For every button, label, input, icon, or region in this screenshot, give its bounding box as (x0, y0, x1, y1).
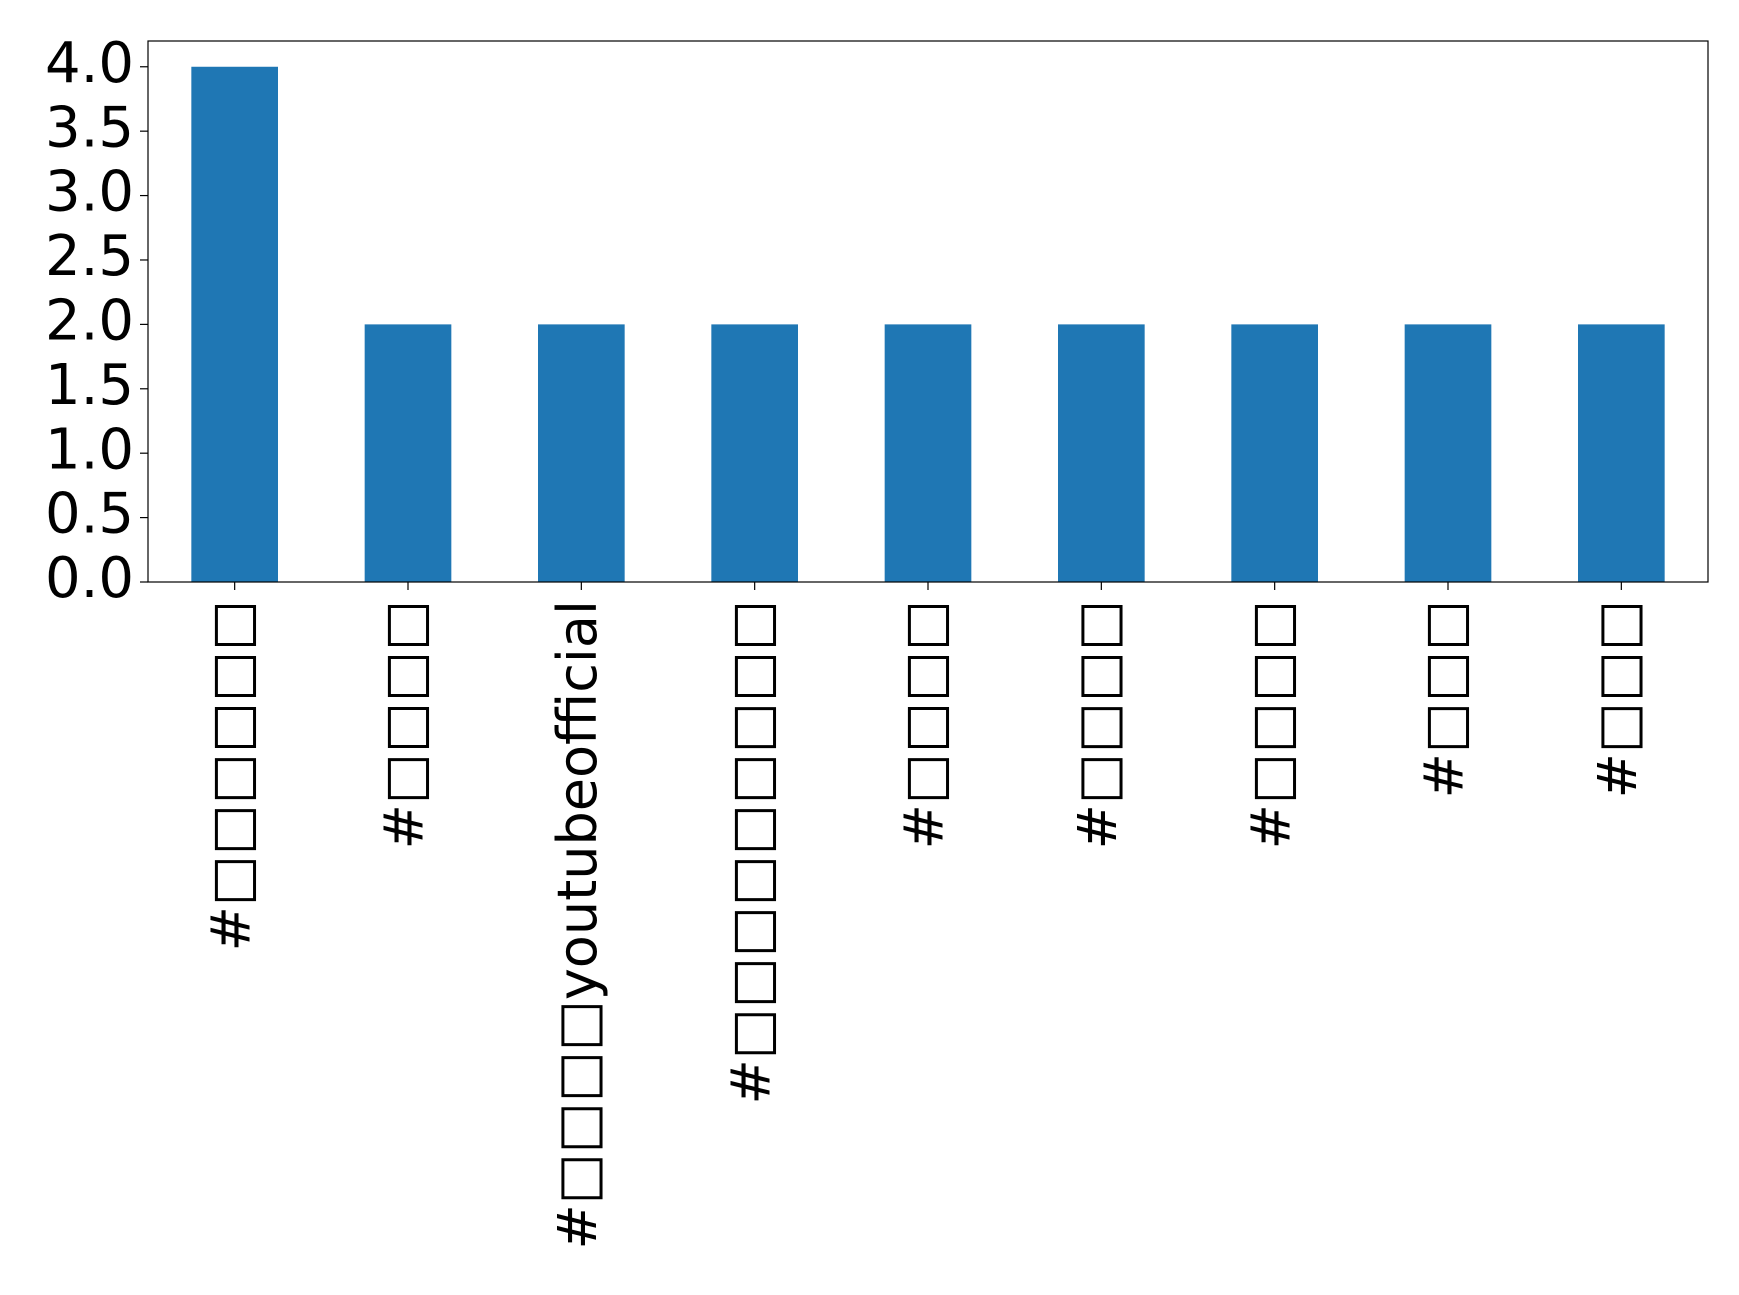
y-tick-label: 3.5 (45, 95, 134, 160)
bar (1231, 324, 1318, 582)
y-tick-label: 4.0 (45, 31, 134, 96)
y-tick-label: 2.5 (45, 224, 134, 289)
x-tick-label: #□□□□ (893, 600, 956, 849)
y-tick-label: 0.0 (45, 546, 134, 611)
y-tick-label: 3.0 (45, 160, 134, 225)
bar (538, 324, 625, 582)
y-tick-label: 2.0 (45, 289, 134, 354)
x-tick-label: #□□□□youtubeofficial (546, 600, 609, 1249)
x-tick-label: #□□□ (1586, 600, 1649, 798)
bar (191, 66, 278, 582)
bar (884, 324, 972, 582)
x-tick-label: #□□□ (1413, 600, 1476, 798)
bar (1058, 324, 1145, 582)
y-tick-label: 0.5 (45, 482, 134, 547)
x-tick-label: #□□□□□□□□□ (719, 600, 782, 1104)
bar (711, 324, 798, 582)
y-tick-label: 1.5 (45, 353, 134, 418)
x-tick-label: #□□□□ (373, 600, 436, 849)
y-tick-label: 1.0 (45, 417, 134, 482)
x-tick-label: #□□□□□□ (199, 600, 262, 951)
x-tick-label: #□□□□ (1066, 600, 1129, 849)
bar (1578, 324, 1665, 582)
x-tick-label: #□□□□ (1239, 600, 1302, 849)
bar (364, 324, 452, 582)
bar (1404, 324, 1492, 582)
plot-frame (147, 40, 1709, 583)
